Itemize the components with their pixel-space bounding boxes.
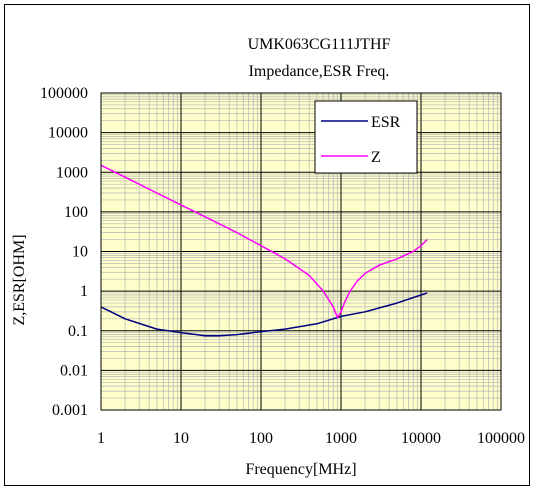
series-line-esr (100, 292, 428, 337)
y-tick-label: 1000 (56, 164, 88, 181)
y-tick-label: 100 (64, 204, 88, 221)
y-tick-label: 10000 (48, 125, 88, 142)
legend: ESR Z (314, 100, 418, 174)
y-tick-label: 0.001 (52, 402, 88, 419)
series-line-z (100, 164, 428, 318)
chart-subtitle: Impedance,ESR Freq. (249, 63, 390, 80)
legend-z-label: Z (371, 149, 381, 166)
legend-esr-label: ESR (371, 114, 401, 131)
y-tick-labels: 100000 10000 1000 100 10 1 0.1 0.01 0.001 (40, 85, 88, 419)
x-tick-label: 10000 (401, 430, 441, 447)
grid-lines (101, 93, 501, 410)
legend-box (314, 100, 418, 174)
plot-border (100, 92, 502, 411)
series-layer (100, 164, 428, 337)
y-tick-label: 0.1 (68, 323, 88, 340)
x-tick-label: 1 (97, 430, 105, 447)
x-tick-label: 10 (173, 430, 189, 447)
x-tick-label: 100 (249, 430, 273, 447)
y-tick-label: 10 (72, 244, 88, 261)
y-tick-label: 1 (80, 283, 88, 300)
y-axis-label: Z,ESR[OHM] (11, 234, 28, 325)
y-tick-label: 0.01 (60, 362, 88, 379)
x-tick-label: 1000 (325, 430, 357, 447)
x-tick-label: 100000 (477, 430, 525, 447)
chart-title: UMK063CG111JTHF (248, 36, 391, 53)
x-tick-labels: 1 10 100 1000 10000 100000 (97, 430, 525, 447)
y-tick-label: 100000 (40, 85, 88, 102)
x-axis-label: Frequency[MHz] (245, 461, 356, 478)
